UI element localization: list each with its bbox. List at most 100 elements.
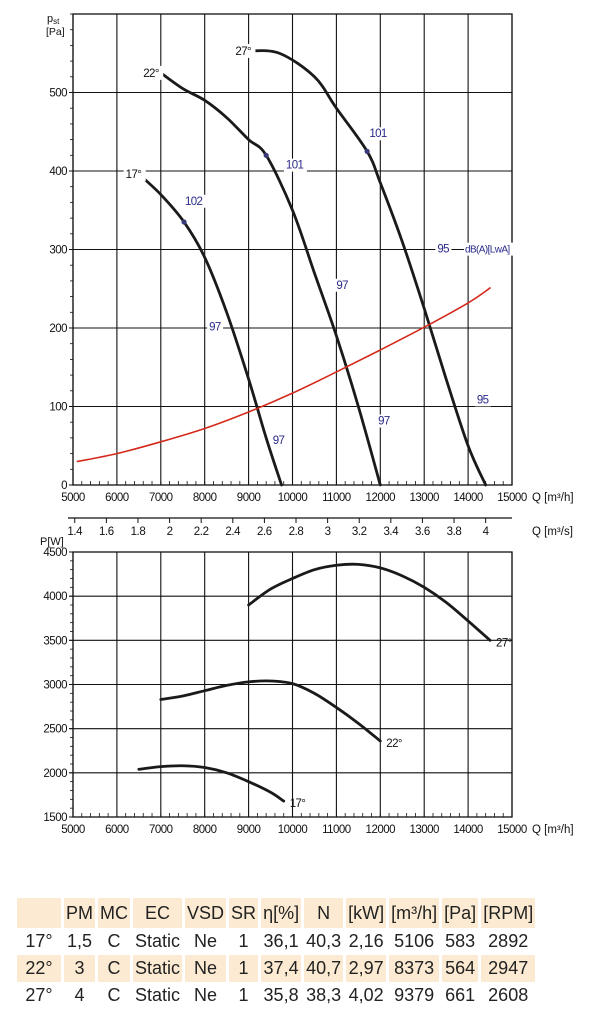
- secondary-x-tick-label: 2.6: [257, 526, 272, 538]
- secondary-x-tick-label: 4: [483, 526, 490, 538]
- table-cell: 661: [445, 985, 476, 1005]
- y-axis-label-sub: st: [53, 17, 60, 26]
- table-cell: 8373: [389, 955, 440, 982]
- y-tick-label: 100: [49, 402, 67, 414]
- y-tick-label: 2000: [43, 768, 67, 780]
- table-cell: 1: [238, 931, 249, 951]
- blade-angle-label: 22°: [143, 68, 159, 80]
- table-header: PM MC EC VSD SR η[%] N [kW] [m³/h] [Pa] [RPM]: [17, 898, 536, 928]
- noise-level-label: 97: [336, 280, 348, 292]
- annotation-bg: [464, 242, 525, 256]
- x-tick-label: 5000: [61, 824, 85, 836]
- x-tick-label: 14000: [453, 492, 483, 504]
- annotation-bg: [435, 242, 452, 256]
- x-tick-label: 6000: [105, 824, 129, 836]
- table-cell: Static: [135, 985, 181, 1005]
- annotation-bg: [367, 127, 391, 141]
- table-cell: SR: [229, 898, 259, 928]
- y-tick-label: 300: [49, 245, 67, 257]
- table-row: 17° 1,5 C Static Ne 1 36,1 40,3 2,16 5106 583 2892: [17, 928, 535, 955]
- noise-level-label: 95: [477, 394, 489, 406]
- table-cell: 583: [445, 931, 476, 951]
- annotation-bg: [334, 278, 351, 292]
- x-tick-label: 13000: [409, 824, 439, 836]
- secondary-x-tick-label: 2: [167, 526, 173, 538]
- annotation-bg: [123, 167, 146, 182]
- x-tick-label: 6000: [105, 492, 129, 504]
- y-tick-label: 4000: [43, 591, 67, 603]
- table-cell: 40,7: [304, 955, 344, 982]
- x-tick-label: 9000: [237, 492, 261, 504]
- table-cell: Static: [135, 931, 181, 951]
- secondary-x-tick-label: 2.2: [194, 526, 209, 538]
- table-cell: C: [107, 931, 121, 951]
- secondary-x-tick-label: 1.8: [131, 526, 146, 538]
- x-tick-label: 7000: [149, 492, 173, 504]
- y-tick-label: 400: [49, 166, 67, 178]
- operating-point-marker: [364, 148, 370, 154]
- curve-17deg: [137, 172, 283, 487]
- operating-point-marker: [181, 219, 187, 225]
- x-tick-label: 15000: [497, 824, 527, 836]
- fan-performance-charts: 5000 6000 7000 8000 9000 10000 11000 12000 13000…: [40, 13, 574, 836]
- noise-level-label: 101: [286, 160, 304, 172]
- annotation-bg: [182, 194, 206, 208]
- table-cell: [RPM]: [481, 898, 536, 928]
- noise-level-label: 97: [273, 435, 285, 447]
- table-cell: 2947: [481, 955, 536, 982]
- table-cell: 17°: [25, 931, 53, 951]
- annotation-bg: [283, 158, 307, 172]
- noise-level-label: 101: [369, 128, 387, 140]
- secondary-x-tick-label: 2.8: [289, 526, 304, 538]
- x-axis-label: Q [m³/h]: [532, 492, 574, 504]
- y-axis-label: P[W]: [40, 536, 64, 548]
- x-tick-label: 8000: [193, 824, 217, 836]
- noise-level-label: 97: [209, 321, 221, 333]
- x-tick-label: 7000: [149, 824, 173, 836]
- table-cell: N: [304, 898, 344, 928]
- blade-angle-label: 27°: [235, 46, 251, 58]
- annotation-bg: [207, 320, 224, 334]
- blade-angle-label: 17°: [290, 798, 306, 810]
- secondary-x-tick-label: 1.6: [99, 526, 114, 538]
- secondary-x-tick-label: 2.4: [225, 526, 241, 538]
- table-cell: [m³/h]: [389, 898, 440, 928]
- annotation-bg: [141, 65, 164, 80]
- operating-point-marker: [263, 152, 269, 158]
- noise-level-label: 102: [185, 196, 203, 208]
- system-curve: [76, 287, 491, 463]
- annotation-bg: [270, 434, 287, 448]
- secondary-axis-label: Q [m³/s]: [532, 526, 573, 538]
- table-cell: 37,4: [261, 955, 302, 982]
- table-cell: η[%]: [261, 898, 302, 928]
- secondary-x-tick-label: 3.2: [352, 526, 367, 538]
- secondary-x-tick-label: 3.6: [415, 526, 430, 538]
- x-axis-label: Q [m³/h]: [532, 824, 574, 836]
- x-tick-label: 10000: [278, 824, 308, 836]
- secondary-x-tick-label: 3.8: [447, 526, 462, 538]
- secondary-x-tick-label: 1.4: [67, 526, 83, 538]
- fan-data-table: PM MC EC VSD SR η[%] N [kW] [m³/h] [Pa] [RPM] 17° 1,…: [14, 898, 538, 1009]
- y-tick-label: 1500: [43, 812, 67, 824]
- noise-level-label: 97: [378, 416, 390, 428]
- x-tick-label: 12000: [366, 492, 396, 504]
- curve-22deg: [159, 71, 382, 487]
- table-cell: 36,1: [263, 931, 299, 951]
- pressure-chart: 5000 6000 7000 8000 9000 10000 11000 12000 13000…: [46, 13, 574, 538]
- table-cell: 5106: [394, 931, 435, 951]
- curve-22deg: [159, 679, 382, 743]
- table-cell: 1,5: [66, 931, 93, 951]
- y-axis-unit: [Pa]: [46, 26, 65, 38]
- table-row: 27° 4 C Static Ne 1 35,8 38,3 4,02 9379 661 2608: [17, 982, 535, 1009]
- table-cell: 27°: [25, 985, 53, 1005]
- y-axis-label: pst: [47, 13, 60, 26]
- table-cell: PM: [64, 898, 95, 928]
- y-tick-label: 3500: [43, 635, 67, 647]
- table-cell: Ne: [194, 985, 218, 1005]
- table-cell: [17, 898, 61, 928]
- table-cell: 2,16: [348, 931, 384, 951]
- x-tick-label: 15000: [497, 492, 527, 504]
- y-tick-label: 0: [61, 480, 67, 492]
- annotation-bg: [376, 414, 393, 428]
- table-cell: 1: [238, 985, 249, 1005]
